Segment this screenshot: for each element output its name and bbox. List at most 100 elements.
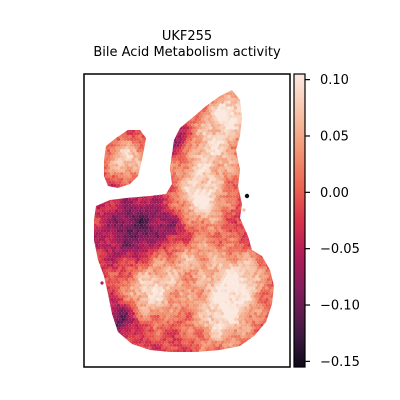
tissue-spot [210, 231, 215, 236]
tissue-spot [235, 114, 239, 119]
tissue-spot [220, 111, 225, 116]
tissue-spot [225, 206, 230, 210]
tissue-spot [228, 171, 233, 176]
tissue-spot [207, 146, 211, 150]
tissue-spot [123, 131, 127, 136]
tissue-spot [129, 223, 134, 227]
tissue-spot [232, 217, 236, 222]
tissue-spot [199, 240, 203, 245]
tissue-spot [204, 106, 208, 110]
tissue-spot [172, 154, 177, 159]
tissue-spot [161, 226, 165, 230]
tissue-spot [207, 134, 211, 139]
tissue-spot [214, 129, 218, 133]
tissue-spot [110, 229, 114, 233]
tissue-spot [129, 160, 134, 165]
tissue-spot [214, 249, 218, 253]
tissue-spot [210, 111, 215, 116]
tissue-spot [143, 234, 147, 239]
tissue-spot [190, 249, 195, 253]
tissue-spot [179, 240, 183, 245]
tissue-spot [119, 229, 124, 233]
tissue-spot [124, 220, 129, 225]
tissue-spot [166, 206, 170, 210]
tissue-spot [210, 209, 215, 213]
tissue-spot [210, 157, 215, 162]
tissue-spot [105, 146, 109, 150]
tissue-spot [159, 223, 164, 227]
tissue-spot [151, 203, 155, 207]
tissue-spot [108, 174, 112, 179]
tissue-spot [171, 243, 175, 247]
tissue-spot [128, 254, 132, 259]
tissue-spot [212, 143, 216, 147]
tissue-spot [195, 257, 200, 262]
tissue-spot [232, 234, 236, 239]
tissue-spot [218, 126, 223, 130]
tissue-spot [134, 203, 139, 207]
tissue-spot [230, 197, 235, 202]
tissue-spot [111, 237, 116, 242]
tissue-spot [131, 129, 136, 133]
tissue-spot [200, 174, 205, 179]
tissue-spot [167, 203, 172, 207]
tissue-spot [106, 149, 111, 153]
tissue-spot [194, 243, 198, 247]
tissue-spot [220, 151, 225, 156]
tissue-spot [190, 220, 195, 225]
tissue-spot [184, 191, 188, 196]
tissue-spot [172, 252, 177, 256]
tissue-spot [202, 200, 206, 205]
tissue-spot [212, 252, 216, 256]
tissue-spot [152, 200, 157, 205]
tissue-spot [96, 252, 101, 256]
tissue-spot [185, 234, 190, 239]
tissue-spot [136, 131, 140, 136]
tissue-spot [232, 206, 236, 210]
tissue-spot [169, 189, 173, 193]
tissue-spot [230, 100, 235, 105]
tissue-spot [139, 223, 144, 227]
tissue-spot [154, 243, 159, 247]
tissue-spot [184, 186, 188, 190]
tissue-spot [113, 257, 117, 262]
tissue-spot [133, 217, 137, 222]
tissue-spot [190, 226, 195, 230]
tissue-spot [164, 249, 169, 253]
tissue-spot [199, 252, 203, 256]
tissue-spot [194, 249, 198, 253]
tissue-spot [222, 97, 226, 102]
tissue-spot [182, 240, 187, 245]
tissue-spot [126, 229, 131, 233]
tissue-spot [121, 197, 126, 202]
tissue-spot [181, 169, 185, 173]
tissue-spot [223, 117, 228, 122]
tissue-spot [174, 209, 178, 213]
tissue-spot [176, 240, 180, 245]
tissue-spot [237, 249, 241, 253]
tissue-spot [106, 246, 111, 250]
tissue-spot [179, 189, 183, 193]
tissue-spot [182, 206, 187, 210]
tissue-spot [185, 177, 190, 182]
tissue-spot [141, 214, 145, 219]
tissue-spot [233, 186, 238, 190]
tissue-spot [119, 206, 124, 210]
tissue-spot [232, 240, 236, 245]
tissue-spot [118, 146, 122, 150]
tissue-spot [179, 234, 183, 239]
tissue-spot [110, 160, 114, 165]
tissue-spot [217, 134, 221, 139]
tissue-spot [222, 109, 226, 113]
tissue-spot [223, 106, 228, 110]
tissue-spot [131, 231, 136, 236]
tissue-spot [176, 206, 180, 210]
tissue-spot [220, 134, 225, 139]
tissue-spot [214, 151, 218, 156]
tissue-spot [222, 131, 226, 136]
tissue-spot [181, 254, 185, 259]
tissue-spot [185, 246, 190, 250]
tissue-spot [105, 231, 109, 236]
tissue-spot [207, 129, 211, 133]
tissue-spot [240, 231, 244, 236]
